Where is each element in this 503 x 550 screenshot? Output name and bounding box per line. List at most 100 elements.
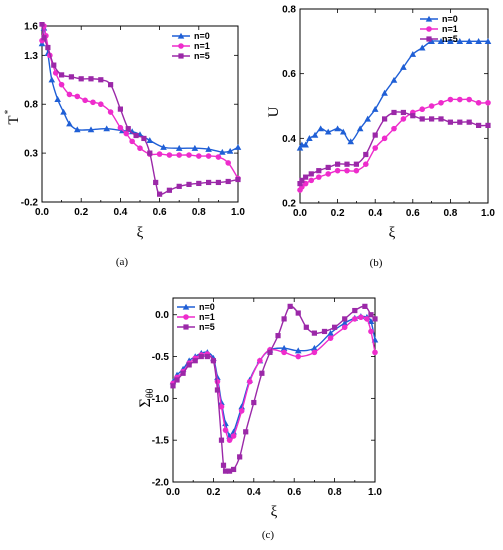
data-point-2 [225,178,231,185]
y-tick-label: 0.4 [282,134,296,145]
data-point-2 [117,106,123,112]
data-point-2 [251,399,257,406]
data-point-2 [275,333,281,339]
data-point-1 [311,349,318,356]
x-tick-label: 0.4 [368,208,382,219]
x-tick-label: 0.2 [74,207,88,218]
legend-entry: n=1 [194,41,210,51]
y-tick-label: 0.2 [282,199,296,210]
data-point-2 [485,122,491,128]
data-point-2 [198,353,204,360]
data-point-0 [280,344,288,351]
data-point-2 [174,377,180,383]
data-point-2 [153,179,159,186]
data-point-1 [419,106,426,113]
x-tick-label: 0.0 [35,207,49,218]
data-point-2 [287,303,293,309]
data-point-1 [327,335,334,341]
data-point-2 [220,462,227,468]
data-point-2 [368,312,374,318]
data-point-1 [466,96,473,103]
caption-a: (a) [116,256,129,268]
data-point-1 [341,324,348,331]
data-point-2 [303,324,309,330]
data-point-2 [400,109,406,116]
data-point-0 [409,50,417,57]
data-point-1 [400,116,407,122]
data-point-1 [372,349,378,356]
data-point-1 [428,103,435,109]
data-point-0 [54,96,61,102]
y-tick-label: -2.0 [152,478,170,489]
data-point-2 [206,179,212,186]
data-point-1 [82,97,88,104]
x-tick-label: 0.6 [406,208,420,219]
legend-marker [177,32,185,39]
legend-a: n=0n=1n=5 [172,31,210,61]
data-point-2 [476,122,482,128]
data-point-2 [231,466,237,473]
legend-marker [426,26,432,32]
data-point-2 [353,161,359,167]
caption-c: (c) [262,529,275,541]
data-point-2 [45,44,51,51]
x-axis-label: ξ [389,225,396,241]
data-point-0 [334,125,341,132]
data-point-0 [296,144,304,151]
data-point-2 [141,135,147,142]
data-point-2 [218,437,225,443]
data-point-1 [391,125,397,132]
data-point-1 [281,349,287,356]
data-point-2 [429,116,435,122]
data-point-1 [230,433,237,439]
legend-entry: n=5 [442,34,458,44]
data-point-0 [367,318,375,325]
data-point-2 [68,74,74,80]
data-point-1 [457,96,463,103]
data-point-2 [192,358,198,364]
data-point-1 [117,124,124,131]
legend-marker [425,15,433,22]
data-point-2 [352,307,358,314]
data-point-0 [219,148,226,155]
legend-entry: n=1 [442,24,458,34]
x-tick-label: 0.6 [153,207,167,218]
data-point-2 [237,454,243,460]
data-point-2 [321,328,328,335]
data-point-1 [90,99,96,106]
data-point-1 [485,99,491,106]
series-group-b [296,38,492,193]
data-point-0 [339,128,347,135]
data-point-1 [186,152,192,158]
data-point-1 [196,153,202,159]
data-point-2 [41,35,47,41]
x-tick-label: 0.8 [443,208,457,219]
data-point-0 [418,44,426,51]
data-point-2 [372,132,378,138]
y-tick-label: 0.3 [24,149,38,160]
chart-c: 0.0 0.2 0.4 0.6 0.8 1.0 -2.0 -1.5 -1.0 -0.5 0.0 ξ Σθ… [137,297,382,541]
data-point-2 [176,183,182,189]
series-line-0 [172,315,376,438]
legend-entry: n=0 [199,302,215,312]
chart-a: 0.0 0.2 0.4 0.6 0.8 1.0 -0.2 0.3 0.8 1.3 1.6 ξ T* n=0… [3,22,245,269]
caption-b: (b) [370,257,383,269]
data-point-1 [74,93,81,100]
data-point-0 [317,125,324,132]
data-point-2 [226,468,233,474]
data-point-2 [447,119,453,125]
y-tick-label: 0.6 [282,69,296,80]
data-point-1 [225,160,231,166]
data-point-1 [334,167,341,174]
legend-marker [426,36,432,42]
data-point-2 [332,324,338,330]
legend-b: n=0n=1n=5 [420,14,458,44]
data-point-1 [358,314,364,321]
data-point-2 [186,362,192,368]
data-point-2 [157,191,163,197]
data-point-2 [311,330,317,336]
data-point-2 [438,116,444,122]
data-point-2 [372,316,378,322]
data-point-1 [325,171,332,177]
data-point-1 [238,408,245,414]
